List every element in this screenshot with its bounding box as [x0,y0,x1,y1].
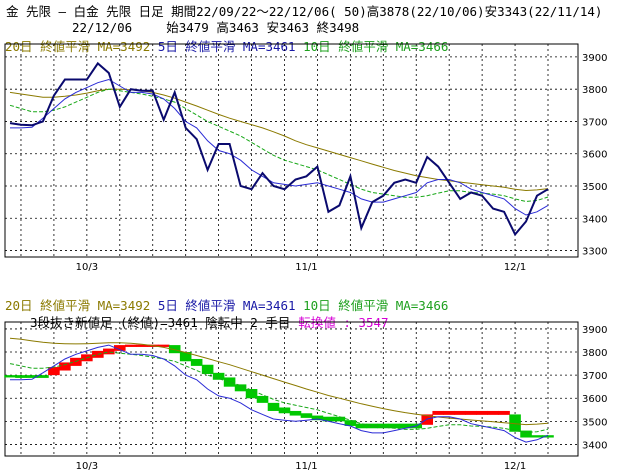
brick-up [443,410,455,415]
brick-up [114,345,126,351]
brick-down [509,414,521,432]
brick-down [212,372,225,380]
series-line-ma10 [9,351,549,433]
brick-up [432,410,444,415]
brick-down [234,384,247,392]
x-tick-label: 10/3 [76,461,98,472]
series-line-ma20 [9,88,549,192]
y-tick-label: 3400 [582,440,607,451]
legend-ma5-lower: 5日 終値平滑 MA=3461 [157,298,296,313]
chart-header: 金 先限 – 白金 先限 日足 期間22/09/22〜22/12/06( 50)… [0,0,624,36]
brick-down [344,420,357,426]
brick-down [377,423,390,429]
y-tick-label: 3800 [582,348,607,359]
brick-down [4,375,16,378]
brick-down [399,423,412,429]
series-line-ma5 [10,78,549,216]
brick-down [168,345,181,354]
brick-up [487,410,499,415]
y-tick-label: 3300 [582,247,607,258]
header-latest: 22/12/06 始3479 高3463 安3463 終3498 [72,17,359,36]
header-ohlc: 始3479 高3463 安3463 終3498 [166,20,360,35]
brick-down [37,375,49,378]
upper-legend: 20日 終値平滑 MA=3492 5日 終値平滑 MA=3461 10日 終値平… [5,36,448,55]
brick-up [157,344,170,347]
brick-down [355,423,368,429]
brick-down [223,377,236,387]
brick-up [476,410,488,415]
brick-down [542,435,554,438]
y-tick-label: 3700 [582,117,607,128]
header-date: 22/12/06 [72,20,133,35]
series-line-ma10 [9,88,549,203]
brick-up [421,414,434,425]
brick-up [70,357,82,366]
y-tick-label: 3600 [582,150,607,161]
legend-ma10: 10日 終値平滑 MA=3466 [303,39,449,54]
brick-up [103,348,115,355]
panel-frame [4,321,579,457]
brick-down [388,423,401,429]
series-line-price [9,61,549,237]
series-line-ma5 [10,344,549,443]
brick-up [498,410,510,415]
brick-down [531,435,543,438]
x-tick-label: 11/1 [295,262,317,273]
brick-down [256,395,269,403]
brick-up [48,367,60,376]
x-tick-label: 10/3 [76,262,98,273]
brick-down [300,413,313,418]
brick-down [520,430,532,438]
brick-down [190,358,203,366]
brick-up [124,344,137,347]
x-tick-label: 12/1 [504,262,526,273]
brick-down [278,407,291,414]
brick-up [135,344,148,347]
legend-ma5: 5日 終値平滑 MA=3461 [157,39,296,54]
x-tick-label: 11/1 [295,461,317,472]
brick-up [465,410,477,415]
y-tick-label: 3800 [582,85,607,96]
brick-up [454,410,466,415]
legend-ma20-lower: 20日 終値平滑 MA=3492 [5,298,151,313]
legend-ma10-lower: 10日 終値平滑 MA=3466 [303,298,449,313]
y-tick-label: 3600 [582,394,607,405]
brick-down [26,375,38,378]
brick-down [333,416,346,422]
y-tick-label: 3500 [582,417,607,428]
brick-down [366,423,379,429]
brick-down [179,352,192,362]
y-tick-label: 3500 [582,182,607,193]
x-tick-label: 12/1 [504,461,526,472]
brick-down [311,415,324,421]
brick-down [322,416,335,422]
panel-frame [4,43,579,258]
brick-down [201,364,214,374]
brick-down [289,410,302,416]
brick-up [59,362,71,371]
y-tick-label: 3900 [582,53,607,64]
legend-ma20: 20日 終値平滑 MA=3492 [5,39,151,54]
y-tick-label: 3900 [582,325,607,336]
y-tick-label: 3400 [582,214,607,225]
y-tick-label: 3700 [582,371,607,382]
header-title: 金 先限 – 白金 先限 日足 期間22/09/22〜22/12/06( 50)… [6,4,603,19]
brick-down [245,389,258,399]
brick-down [267,402,280,411]
lower-legend: 20日 終値平滑 MA=3492 5日 終値平滑 MA=3461 10日 終値平… [5,295,448,314]
brick-down [15,375,27,378]
